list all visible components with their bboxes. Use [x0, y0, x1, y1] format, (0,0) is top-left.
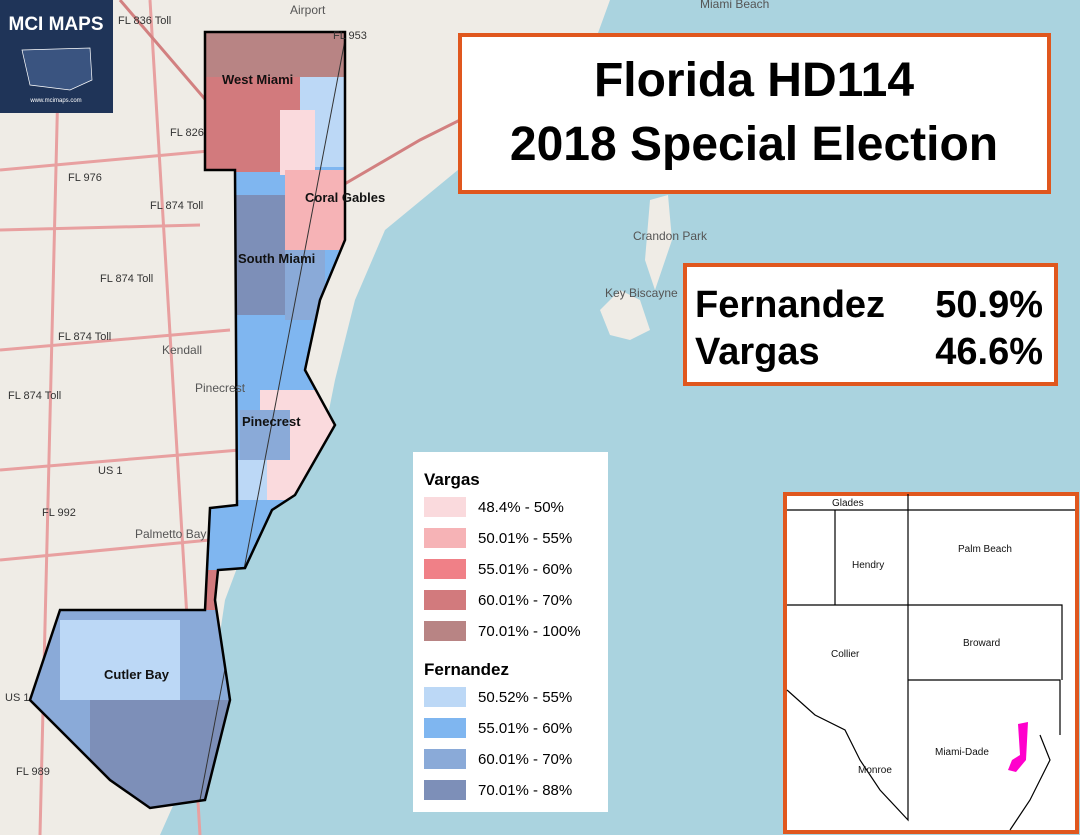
title-box: Florida HD114 2018 Special Election	[458, 33, 1051, 194]
road-label: FL 826	[170, 127, 204, 139]
district-label: Pinecrest	[242, 414, 301, 429]
county-label: Broward	[963, 638, 1000, 649]
legend-label: 48.4% - 50%	[478, 499, 564, 516]
road-label: FL 836 Toll	[118, 15, 171, 27]
logo-title: MCI MAPS	[9, 14, 104, 35]
legend-swatch	[424, 528, 466, 548]
legend-heading: Vargas	[424, 470, 480, 489]
legend-swatch	[424, 780, 466, 800]
results-box: Fernandez 50.9% Vargas 46.6%	[683, 263, 1058, 386]
county-label: Glades	[832, 498, 864, 509]
logo-url: www.mcimaps.com	[29, 98, 81, 104]
title: 2018 Special Election	[510, 118, 998, 171]
road-label: FL 953	[333, 30, 367, 42]
county-label: Palm Beach	[958, 544, 1012, 555]
place-label: Pinecrest	[195, 381, 246, 395]
road-label: US 1	[5, 692, 29, 704]
district-label: Cutler Bay	[104, 667, 170, 682]
legend-label: 60.01% - 70%	[478, 751, 572, 768]
county-label: Collier	[831, 649, 860, 660]
district-label: Coral Gables	[305, 190, 385, 205]
legend-heading: Fernandez	[424, 660, 509, 679]
vote-share: 46.6%	[935, 331, 1043, 373]
district-label: South Miami	[238, 251, 315, 266]
legend-label: 70.01% - 100%	[478, 623, 581, 640]
road-label: FL 874 Toll	[58, 331, 111, 343]
place-label: Miami Beach	[700, 0, 769, 11]
legend-label: 50.01% - 55%	[478, 530, 572, 547]
legend-swatch	[424, 497, 466, 517]
county-label: Monroe	[858, 765, 892, 776]
place-label: Crandon Park	[633, 229, 708, 243]
legend-label: 55.01% - 60%	[478, 720, 572, 737]
road-label: FL 874 Toll	[100, 273, 153, 285]
place-label: Palmetto Bay	[135, 527, 206, 541]
road-label: US 1	[98, 465, 122, 477]
legend-swatch	[424, 621, 466, 641]
legend: Vargas 48.4% - 50% 50.01% - 55% 55.01% - 60…	[413, 452, 608, 812]
place-label: Key Biscayne	[605, 286, 678, 300]
legend-swatch	[424, 749, 466, 769]
logo: MCI MAPS www.mcimaps.com	[0, 0, 113, 113]
legend-label: 60.01% - 70%	[478, 592, 572, 609]
title: Florida HD114	[594, 54, 914, 107]
district-label: West Miami	[222, 72, 293, 87]
road-label: FL 874 Toll	[8, 390, 61, 402]
road-label: FL 992	[42, 507, 76, 519]
district-outline	[28, 30, 347, 810]
vote-share: 50.9%	[935, 284, 1043, 326]
candidate: Vargas	[695, 331, 820, 373]
legend-swatch	[424, 718, 466, 738]
county-label: Miami-Dade	[935, 747, 989, 758]
road-label: FL 976	[68, 172, 102, 184]
road-label: FL 874 Toll	[150, 200, 203, 212]
place-label: Airport	[290, 3, 326, 17]
legend-swatch	[424, 590, 466, 610]
inset-map: Glades Hendry Palm Beach Collier Broward…	[783, 492, 1079, 834]
key-biscayne	[600, 195, 672, 340]
candidate: Fernandez	[695, 284, 885, 326]
place-label: Kendall	[162, 343, 202, 357]
legend-label: 70.01% - 88%	[478, 782, 572, 799]
legend-swatch	[424, 687, 466, 707]
legend-label: 55.01% - 60%	[478, 561, 572, 578]
county-label: Hendry	[852, 560, 884, 571]
legend-swatch	[424, 559, 466, 579]
legend-label: 50.52% - 55%	[478, 689, 572, 706]
road-label: FL 989	[16, 766, 50, 778]
